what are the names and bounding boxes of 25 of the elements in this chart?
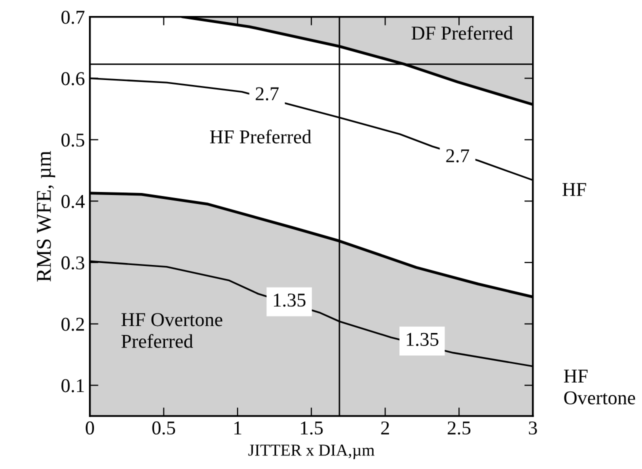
legend-label: HF [562, 183, 586, 196]
x-tick-label: 1.5 [300, 422, 323, 435]
x-tick-label: 0.5 [152, 421, 176, 435]
x-tick-label: 1 [234, 422, 242, 434]
y-tick-label: 0.2 [61, 318, 84, 331]
annotation: HF Preferred [210, 130, 312, 144]
x-tick-label: 3 [528, 421, 537, 435]
y-tick-label: 0.3 [61, 256, 84, 270]
x-tick-label: 2 [381, 421, 389, 434]
annotation: HF Overtone Preferred [121, 313, 222, 348]
y-tick-label: 0.5 [61, 134, 84, 147]
x-tick-label: 0 [86, 421, 94, 435]
annotation: 2.7 [446, 149, 470, 162]
annotation: 1.35 [406, 332, 438, 346]
annotation: 2.7 [256, 87, 279, 100]
x-tick-label: 2.5 [448, 421, 470, 435]
annotation: 1.35 [274, 294, 306, 307]
y-tick-label: 0.4 [61, 194, 85, 208]
y-tick-label: 0.7 [61, 10, 84, 24]
x-axis-title: JITTER x DIA,µm [248, 444, 374, 460]
annotation: DF Preferred [412, 26, 513, 40]
y-tick-label: 0.1 [61, 379, 84, 392]
y-axis-title: RMS WFE, µm [36, 151, 56, 282]
legend-label: HF Overtone [564, 370, 636, 404]
y-tick-label: 0.6 [61, 72, 84, 86]
